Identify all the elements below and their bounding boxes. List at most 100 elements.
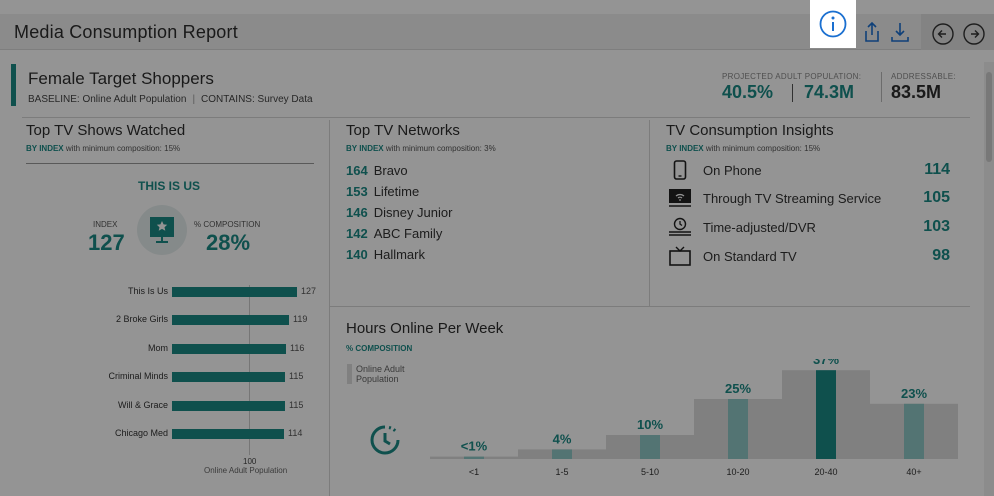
hours-bar-label: 4% — [553, 431, 572, 446]
hours-bar — [904, 403, 924, 459]
legend-label: Online Adult Population — [356, 364, 405, 384]
hours-bar-label: 10% — [637, 417, 663, 432]
insights-subtitle: BY INDEX with minimum composition: 15% — [666, 144, 821, 153]
hours-bar — [464, 456, 484, 459]
insight-row: On Phone 114 — [668, 160, 958, 180]
show-bar — [172, 401, 285, 411]
show-value: 127 — [301, 286, 317, 296]
hours-bar-label: 37% — [813, 359, 839, 367]
info-button[interactable] — [810, 0, 856, 48]
insights-title: TV Consumption Insights — [666, 122, 834, 139]
scrollbar-thumb[interactable] — [986, 72, 992, 162]
projected-divider — [792, 84, 793, 102]
index-label: INDEX — [93, 220, 118, 229]
top-strip — [0, 0, 994, 14]
contains-text: CONTAINS: Survey Data — [201, 94, 313, 105]
hours-chart: <1% <1 4% 1-5 10% 5-10 25% 10-20 37% 20-40 23% 40+ — [430, 359, 958, 477]
dvr-icon — [668, 217, 692, 237]
addressable-label: ADDRESSABLE: — [891, 72, 956, 81]
featured-show: THIS IS US — [138, 179, 201, 193]
insight-row: Time-adjusted/DVR 103 — [668, 217, 958, 237]
network-index: 146 — [346, 205, 368, 220]
network-index: 140 — [346, 247, 368, 262]
share-icon[interactable] — [858, 18, 886, 46]
info-icon[interactable] — [818, 9, 848, 39]
show-bar-row: 2 Broke Girls 119 — [28, 313, 328, 327]
show-value: 116 — [290, 343, 305, 353]
projected-label: PROJECTED ADULT POPULATION: — [722, 72, 862, 81]
network-item: 142 ABC Family — [346, 226, 442, 241]
insight-label: Time-adjusted/DVR — [703, 220, 816, 235]
show-bar-row: Mom 116 — [28, 342, 328, 356]
show-bar — [172, 429, 284, 439]
network-index: 164 — [346, 163, 368, 178]
networks-title: Top TV Networks — [346, 122, 460, 139]
network-item: 153 Lifetime — [346, 184, 419, 199]
report-app: Media Consumption Report Female Target S… — [0, 14, 994, 496]
addressable-count: 83.5M — [891, 82, 942, 102]
insight-label: On Standard TV — [703, 249, 797, 264]
hours-bar-label: 25% — [725, 381, 751, 396]
insight-value: 98 — [932, 247, 950, 264]
show-bar — [172, 287, 297, 297]
show-bar-row: This Is Us 127 — [28, 285, 328, 299]
show-value: 114 — [288, 428, 303, 438]
insight-label: On Phone — [703, 163, 762, 178]
hours-bar — [816, 370, 836, 459]
divider — [329, 120, 330, 496]
show-label: Mom — [148, 343, 168, 353]
tv-icon — [668, 246, 692, 266]
audience-accent-bar — [11, 64, 16, 106]
tv-shows-subtitle: BY INDEX with minimum composition: 15% — [26, 144, 181, 153]
hours-title: Hours Online Per Week — [346, 320, 504, 337]
show-bar — [172, 372, 285, 382]
audience-title: Female Target Shoppers — [28, 69, 214, 88]
network-name: Bravo — [373, 163, 408, 178]
hours-tick-label: 20-40 — [814, 467, 837, 477]
show-bar-row: Criminal Minds 115 — [28, 370, 328, 384]
composition-label: % COMPOSITION — [194, 220, 261, 229]
insight-row: On Standard TV 98 — [668, 246, 958, 266]
show-value: 115 — [289, 400, 304, 410]
composition-value: 28% — [206, 230, 251, 255]
report-content: Female Target Shoppers BASELINE: Online … — [8, 62, 984, 496]
show-label: Will & Grace — [117, 400, 168, 410]
index-value: 127 — [88, 230, 125, 255]
projected-percent: 40.5% — [722, 82, 774, 102]
axis-value: 100 — [243, 457, 257, 466]
previous-icon[interactable] — [929, 20, 957, 48]
show-bar — [172, 315, 289, 325]
network-item: 146 Disney Junior — [346, 205, 452, 220]
hours-tick-label: 5-10 — [641, 467, 659, 477]
scrollbar[interactable] — [984, 62, 994, 496]
audience-subtitle: BASELINE: Online Adult Population | CONTAI… — [28, 94, 313, 105]
clock-icon — [365, 420, 405, 465]
streaming-icon — [668, 188, 692, 208]
divider — [26, 163, 314, 164]
next-icon[interactable] — [960, 20, 988, 48]
hours-bar — [728, 399, 748, 459]
baseline-text: BASELINE: Online Adult Population — [28, 94, 187, 105]
show-value: 119 — [293, 314, 308, 324]
network-name: Lifetime — [373, 184, 420, 199]
hours-bar-label: <1% — [461, 439, 488, 454]
divider — [330, 306, 970, 307]
page-title: Media Consumption Report — [14, 22, 238, 42]
show-bar-row: Will & Grace 115 — [28, 399, 328, 413]
divider — [22, 117, 970, 118]
insight-value: 103 — [923, 218, 950, 235]
hours-bar-label: 23% — [901, 386, 927, 401]
tv-shows-title: Top TV Shows Watched — [26, 122, 186, 139]
network-name: Hallmark — [373, 247, 425, 262]
axis-label: Online Adult Population — [204, 466, 288, 475]
hours-tick-label: 10-20 — [726, 467, 749, 477]
hours-bar — [552, 449, 572, 459]
insight-label: Through TV Streaming Service — [703, 191, 882, 206]
network-index: 153 — [346, 184, 368, 199]
hours-tick-label: 1-5 — [555, 467, 568, 477]
show-label: This Is Us — [127, 286, 168, 296]
network-name: ABC Family — [373, 226, 443, 241]
download-icon[interactable] — [886, 18, 914, 46]
baseline-tick — [249, 285, 250, 455]
legend-swatch — [347, 364, 352, 384]
